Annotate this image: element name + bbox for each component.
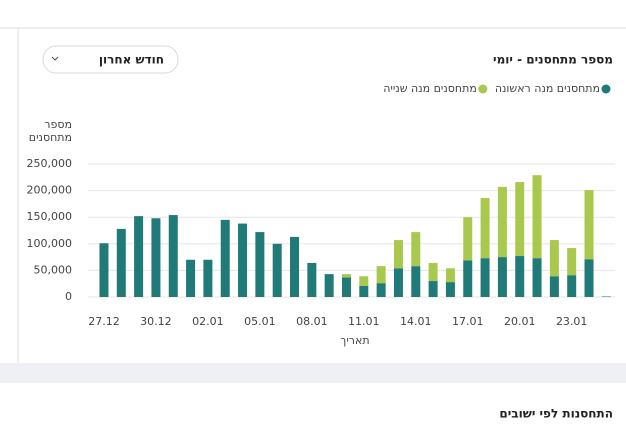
legend-label: מתחסנים מנה שנייה: [383, 82, 477, 95]
bar: [428, 281, 438, 297]
x-tick-label: 17.01: [452, 315, 484, 328]
bar: [532, 258, 542, 297]
x-tick-label: 05.01: [244, 315, 276, 328]
bar: [549, 276, 559, 297]
bar: [341, 277, 351, 297]
dropdown[interactable]: [42, 45, 179, 74]
bar: [428, 262, 438, 282]
y-tick-label: 100,000: [27, 237, 73, 250]
y-axis-label: מספר: [44, 118, 72, 131]
bar: [376, 283, 386, 297]
x-tick-label: 14.01: [400, 315, 432, 328]
bar: [359, 276, 369, 286]
legend-label: מתחסנים מנה ראשונה: [495, 82, 600, 95]
x-tick-label: 27.12: [88, 315, 120, 328]
legend-swatch: [478, 84, 488, 94]
bar: [290, 236, 300, 297]
bar: [186, 259, 196, 297]
chevron: [51, 56, 59, 61]
bar: [515, 182, 525, 257]
bar: [168, 215, 178, 297]
x-tick-label: 11.01: [348, 315, 380, 328]
bar: [601, 296, 611, 297]
x-tick-label: 20.01: [504, 315, 536, 328]
x-tick-label: 30.12: [140, 315, 172, 328]
legend-swatch: [601, 84, 611, 94]
bar: [411, 266, 421, 297]
bar: [272, 243, 282, 297]
bar: [134, 216, 144, 297]
bar: [584, 190, 594, 260]
bar: [376, 266, 386, 284]
y-tick-label: 200,000: [27, 184, 73, 197]
bar: [151, 218, 161, 297]
bar: [99, 243, 109, 297]
dropdown-label[interactable]: חודש אחרון: [99, 53, 164, 67]
bar: [549, 240, 559, 277]
bar: [445, 282, 455, 297]
bar: [463, 217, 473, 261]
bar: [393, 268, 403, 297]
y-tick-label: 0: [65, 290, 72, 303]
bar: [497, 186, 507, 258]
bar: [480, 258, 490, 297]
bar: [445, 268, 455, 283]
bar: [463, 260, 473, 297]
bar: [393, 240, 403, 269]
bar: [567, 248, 577, 276]
bar: [220, 219, 230, 297]
bar: [584, 259, 594, 297]
bar: [532, 175, 542, 259]
bar: [307, 262, 317, 297]
x-tick-label: 23.01: [556, 315, 588, 328]
section-divider: [0, 363, 626, 383]
bar: [324, 274, 334, 297]
bar: [480, 198, 490, 259]
x-tick-label: 02.01: [192, 315, 224, 328]
bar: [255, 232, 265, 297]
x-axis-label: תאריך: [340, 334, 369, 347]
y-tick-label: 150,000: [27, 210, 73, 223]
bar: [238, 223, 248, 297]
x-tick-label: 08.01: [296, 315, 328, 328]
section-title: התחסנות לפי ישובים: [499, 407, 613, 421]
bar: [116, 228, 126, 297]
bar: [515, 256, 525, 297]
bar: [411, 232, 421, 267]
y-tick-label: 50,000: [34, 263, 73, 276]
y-tick-label: 250,000: [27, 157, 73, 170]
y-axis-label: מתחסנים: [29, 131, 72, 144]
bar: [497, 257, 507, 297]
bar: [359, 285, 369, 297]
bar: [203, 259, 213, 297]
bar: [567, 275, 577, 297]
bar: [341, 274, 351, 278]
chart-title: מספר מתחסנים - יומי: [493, 53, 613, 67]
